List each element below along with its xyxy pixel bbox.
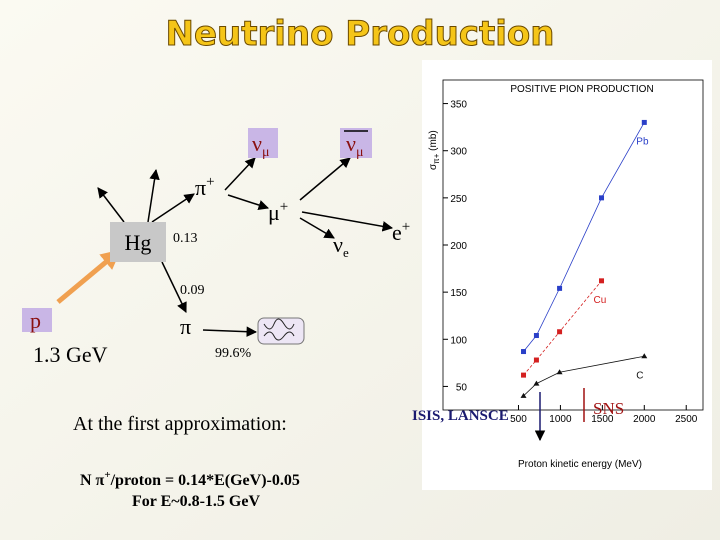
x-axis-label: Proton kinetic energy (MeV) [518,459,642,470]
decay-icon [257,317,305,345]
series-line [523,355,645,397]
nu-mu-box [248,128,278,158]
x-tick-label: 1500 [591,414,614,425]
y-label-sub: π+ [432,153,441,164]
hg-label: Hg [125,230,152,255]
pi-label: π [180,314,191,339]
p-label: p [30,308,41,333]
y-tick-label: 350 [450,100,467,111]
y-tick-label: 200 [450,241,467,252]
nu-e: νe [333,232,349,260]
arrows [56,157,394,337]
point [557,285,563,291]
point [533,333,539,339]
nubar-mu-box [340,128,372,158]
pi-plus: π+ [195,174,215,200]
point [533,357,539,363]
nubar-mu: νμ [346,131,363,160]
x-tick-label: 500 [510,414,527,425]
point [599,195,605,201]
approx-text: At the first approximation: [73,413,287,435]
mu-plus: μ+ [268,199,288,225]
point [520,392,527,398]
series-label: C [636,370,643,381]
y-tick-label: 250 [450,194,467,205]
point [557,329,563,335]
point [599,278,605,284]
y-tick-label: 50 [456,382,468,393]
range-text: For E~0.8-1.5 GeV [132,493,260,510]
isis-label: ISIS, LANSCE [412,408,509,424]
branch-009: 0.09 [180,283,205,298]
point [641,119,647,125]
point [521,349,527,355]
y-tick-label: 100 [450,335,467,346]
y-axis-label: σπ+ (mb) [428,130,441,170]
y-tick-label: 150 [450,288,467,299]
x-tick-label: 2000 [633,414,656,425]
proton-energy: 1.3 GeV [33,342,108,367]
nu-mu: νμ [252,131,269,160]
chart-title: POSITIVE PION PRODUCTION [510,84,653,95]
sns-label: SNS [593,399,624,418]
formula: N π+/proton = 0.14*E(GeV)-0.05 [80,469,300,489]
point [641,353,648,359]
point [521,372,527,378]
series-label: Pb [636,136,649,147]
y-label-unit: (mb) [428,130,439,153]
point [556,369,563,375]
series-label: Cu [594,295,607,306]
y-tick-label: 300 [450,147,467,158]
branch-996: 99.6% [215,346,252,361]
x-tick-label: 1000 [549,414,572,425]
e-plus: e+ [392,219,410,245]
chart: POSITIVE PION PRODUCTION Proton kinetic e… [422,60,712,490]
y-label-symbol: σ [428,163,439,170]
point [533,380,540,386]
x-tick-label: 2500 [675,414,698,425]
decay-scribble [263,318,295,341]
branch-013: 0.13 [173,231,198,246]
chart-background [422,60,712,490]
p-box [22,308,52,332]
slide-title: Neutrino Production [165,14,554,54]
hg-box [110,222,166,262]
